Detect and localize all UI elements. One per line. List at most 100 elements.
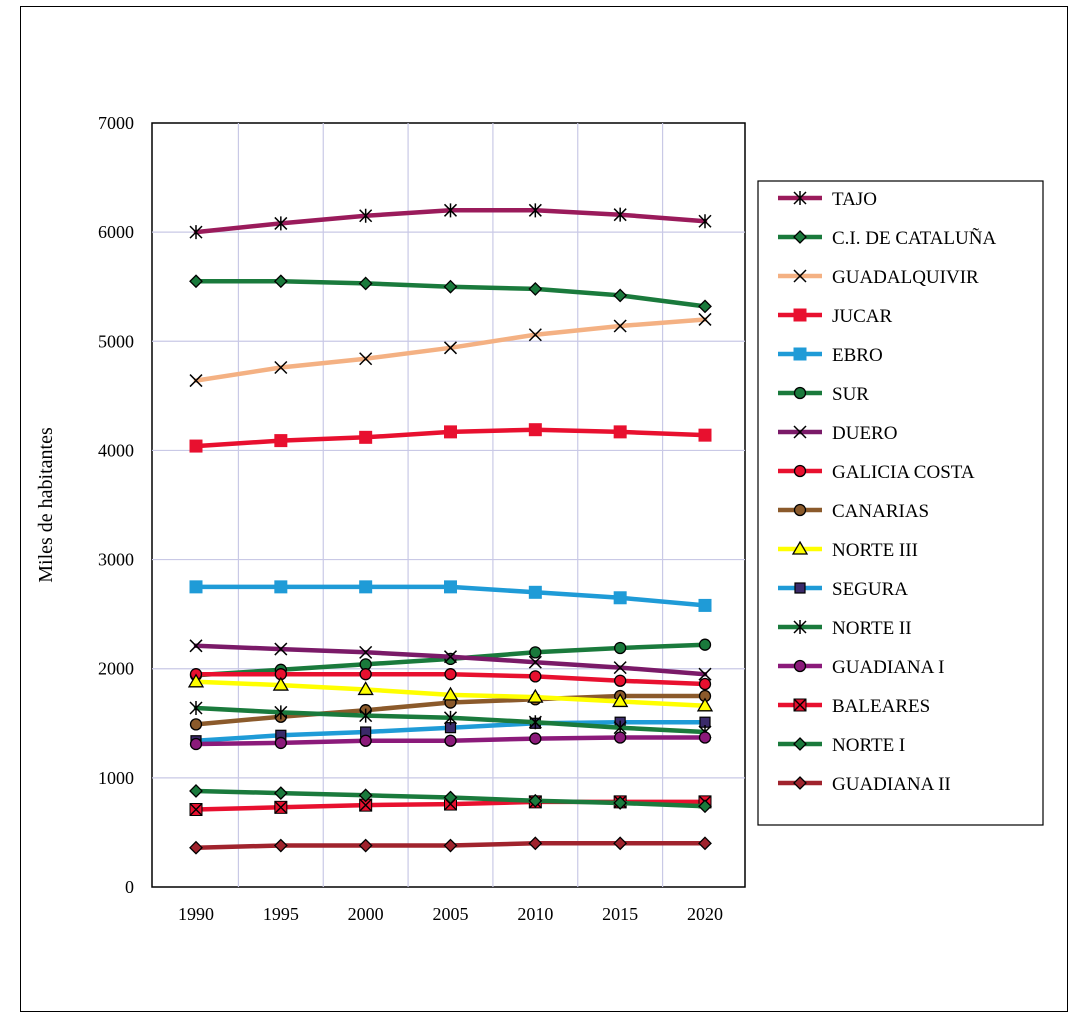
legend-item-norte-iii: NORTE III xyxy=(778,540,918,561)
y-tick-label: 0 xyxy=(125,877,134,897)
data-point-norte-i xyxy=(613,796,628,810)
data-point-sur xyxy=(698,638,712,651)
data-point-galicia-costa xyxy=(614,674,627,687)
legend-marker-jucar xyxy=(793,308,807,322)
data-point-norte-i xyxy=(189,784,203,798)
data-point-guadalquivir xyxy=(613,319,627,333)
legend-marker-baleares xyxy=(793,698,807,712)
legend-label-guadiana-i: GUADIANA I xyxy=(832,657,944,678)
data-point-guadalquivir xyxy=(698,312,712,326)
data-point-duero xyxy=(274,642,288,656)
legend-item-c-i-de-cataluna: C.I. DE CATALUÑA xyxy=(778,227,996,249)
data-point-norte-i xyxy=(273,786,288,801)
data-point-guadalquivir xyxy=(528,328,542,342)
data-point-guadiana-ii xyxy=(443,838,458,853)
data-point-tajo xyxy=(698,214,712,229)
y-tick-label: 5000 xyxy=(98,331,134,351)
legend-item-segura: SEGURA xyxy=(778,579,908,600)
data-point-ebro xyxy=(698,598,712,612)
data-point-guadalquivir xyxy=(443,341,458,355)
data-point-guadiana-i xyxy=(189,737,203,751)
data-point-guadiana-i xyxy=(529,732,542,745)
data-point-jucar xyxy=(613,425,627,439)
data-point-duero xyxy=(443,650,458,664)
data-point-guadalquivir xyxy=(274,360,288,375)
data-point-norte-i xyxy=(358,788,373,803)
data-point-ebro xyxy=(189,580,203,594)
data-point-jucar xyxy=(189,439,203,453)
data-point-duero xyxy=(359,645,373,659)
series-guadiana-ii xyxy=(189,836,712,855)
data-point-c-i-de-cataluna xyxy=(528,281,543,296)
data-point-norte-iii xyxy=(187,673,205,688)
legend-label-baleares: BALEARES xyxy=(832,696,930,717)
data-point-duero xyxy=(189,639,203,653)
x-tick-label: 1990 xyxy=(178,904,214,924)
legend-marker-guadiana-ii xyxy=(793,776,807,790)
series-norte-iii xyxy=(187,673,714,712)
legend-item-guadiana-i: GUADIANA I xyxy=(778,657,944,678)
x-tick-label: 2010 xyxy=(517,904,553,924)
x-tick-label: 2005 xyxy=(433,904,469,924)
x-tick-label: 1995 xyxy=(263,904,299,924)
data-point-duero xyxy=(613,661,627,675)
data-point-guadalquivir xyxy=(359,352,373,366)
legend-label-guadiana-ii: GUADIANA II xyxy=(832,774,951,795)
legend-item-guadiana-ii: GUADIANA II xyxy=(778,774,951,795)
x-tick-label: 2020 xyxy=(687,904,723,924)
data-point-norte-iii xyxy=(612,693,629,708)
data-point-c-i-de-cataluna xyxy=(613,288,628,303)
data-point-ebro xyxy=(359,580,373,594)
legend-label-tajo: TAJO xyxy=(832,189,877,210)
legend-marker-galicia-costa xyxy=(793,464,807,478)
data-point-duero xyxy=(528,655,542,669)
data-point-jucar xyxy=(698,428,712,442)
series-guadiana-i xyxy=(189,731,712,751)
data-point-galicia-costa xyxy=(529,670,542,683)
data-point-norte-ii xyxy=(274,705,288,720)
legend-marker-sur xyxy=(793,386,807,400)
legend-label-jucar: JUCAR xyxy=(832,306,893,327)
data-point-norte-i xyxy=(528,793,543,808)
data-point-duero xyxy=(698,667,712,681)
data-point-tajo xyxy=(359,208,373,223)
series-duero xyxy=(189,639,712,681)
data-point-norte-ii xyxy=(443,710,458,725)
data-point-baleares-cross xyxy=(189,803,203,817)
series-guadalquivir xyxy=(189,312,712,388)
data-point-tajo xyxy=(274,216,288,231)
data-point-c-i-de-cataluna xyxy=(358,276,373,291)
data-point-galicia-costa xyxy=(359,668,372,681)
data-point-norte-ii xyxy=(528,715,542,730)
data-point-baleares xyxy=(359,798,373,812)
y-tick-label: 7000 xyxy=(98,113,134,133)
data-point-guadiana-ii xyxy=(189,840,203,855)
legend-marker-tajo xyxy=(793,191,807,205)
legend-item-norte-ii: NORTE II xyxy=(778,618,912,639)
legend-item-guadalquivir: GUADALQUIVIR xyxy=(778,267,979,288)
legend-box xyxy=(757,180,1044,826)
data-point-canarias xyxy=(189,718,203,731)
legend-label-guadalquivir: GUADALQUIVIR xyxy=(832,267,979,288)
y-tick-label: 3000 xyxy=(98,550,134,570)
data-point-ebro xyxy=(528,585,542,599)
data-point-sur xyxy=(614,641,627,655)
data-point-norte-i xyxy=(443,790,458,805)
plot-area xyxy=(151,122,746,888)
legend-label-norte-i: NORTE I xyxy=(832,735,905,756)
data-point-galicia-costa xyxy=(444,668,457,681)
legend-item-ebro: EBRO xyxy=(778,345,883,366)
y-tick-label: 2000 xyxy=(98,659,134,679)
legend-item-norte-i: NORTE I xyxy=(778,735,905,756)
data-point-sur xyxy=(529,646,542,659)
data-point-tajo xyxy=(443,203,458,218)
legend-marker-guadiana-i xyxy=(793,659,807,673)
data-point-norte-ii xyxy=(189,701,203,716)
y-axis-label: Miles de habitantes xyxy=(35,427,57,583)
series-norte-i xyxy=(189,784,712,814)
data-point-c-i-de-cataluna xyxy=(443,279,458,294)
y-tick-label: 6000 xyxy=(98,222,134,242)
data-point-baleares-cross xyxy=(274,800,288,814)
data-point-norte-iii xyxy=(527,688,544,703)
legend-marker-baleares-cross xyxy=(793,698,807,712)
